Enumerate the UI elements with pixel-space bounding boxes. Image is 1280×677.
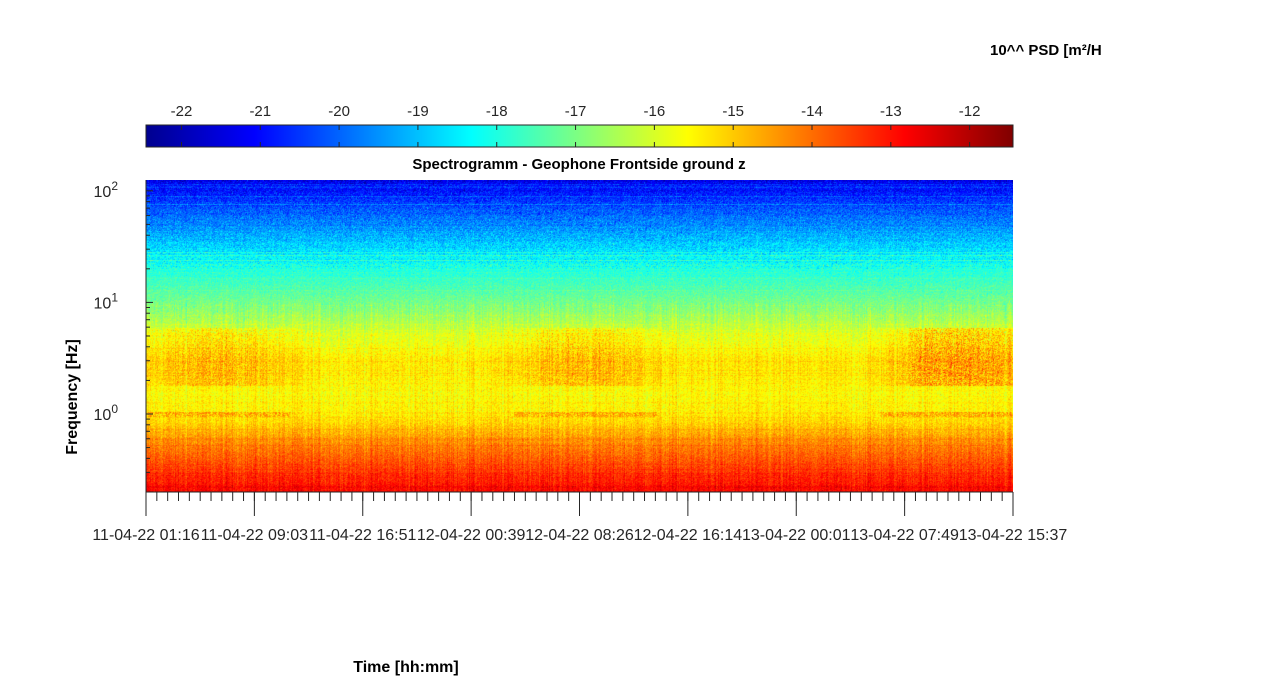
x-tick-label: 12-04-22 08:26	[525, 527, 634, 544]
colorbar-tick-label: -20	[328, 103, 350, 120]
y-tick-label: 102	[94, 179, 119, 201]
x-axis-tick-labels: 11-04-22 01:16 11-04-22 09:03 11-04-22 16:…	[92, 492, 1067, 544]
y-axis-label: Frequency [Hz]	[64, 339, 81, 455]
x-tick-label: 13-04-22 15:37	[959, 527, 1068, 544]
colorbar-tick-label: -15	[722, 103, 744, 120]
colorbar-label: 10^^ PSD [m²/H	[990, 42, 1102, 59]
y-tick-label: 100	[94, 402, 119, 424]
x-tick-label: 13-04-22 00:01	[742, 527, 851, 544]
chart-title: Spectrogramm - Geophone Frontside ground…	[412, 156, 745, 173]
x-tick-label: 11-04-22 09:03	[201, 527, 308, 544]
colorbar-tick-label: -17	[565, 103, 587, 120]
y-axis-ticks: 100 101 102	[94, 179, 153, 493]
colorbar: -22 -21 -20 -19 -18 -17 -16 -15 -14 -13 -12	[145, 103, 1014, 148]
x-tick-label: 12-04-22 00:39	[417, 527, 526, 544]
colorbar-tick-label: -22	[171, 103, 193, 120]
plot-area: 100 101 102	[94, 179, 1013, 493]
x-tick-label: 11-04-22 01:16	[92, 527, 199, 544]
colorbar-tick-label: -12	[959, 103, 981, 120]
x-tick-label: 12-04-22 16:14	[634, 527, 743, 544]
colorbar-tick-label: -21	[249, 103, 271, 120]
colorbar-frame	[145, 124, 1014, 148]
y-tick-label: 101	[94, 290, 119, 312]
colorbar-ticks: -22 -21 -20 -19 -18 -17 -16 -15 -14 -13 -12	[171, 103, 981, 147]
x-tick-label: 11-04-22 16:51	[309, 527, 416, 544]
colorbar-gradient	[146, 125, 1013, 147]
colorbar-tick-label: -16	[644, 103, 666, 120]
spectrogram-image	[146, 180, 1013, 492]
colorbar-tick-label: -18	[486, 103, 508, 120]
colorbar-tick-label: -19	[407, 103, 429, 120]
x-axis-label: Time [hh:mm]	[353, 659, 458, 676]
colorbar-tick-label: -13	[880, 103, 902, 120]
x-tick-label: 13-04-22 07:49	[850, 527, 959, 544]
x-axis: 11-04-22 01:16 11-04-22 09:03 11-04-22 16:…	[92, 491, 1067, 544]
colorbar-tick-label: -14	[801, 103, 823, 120]
